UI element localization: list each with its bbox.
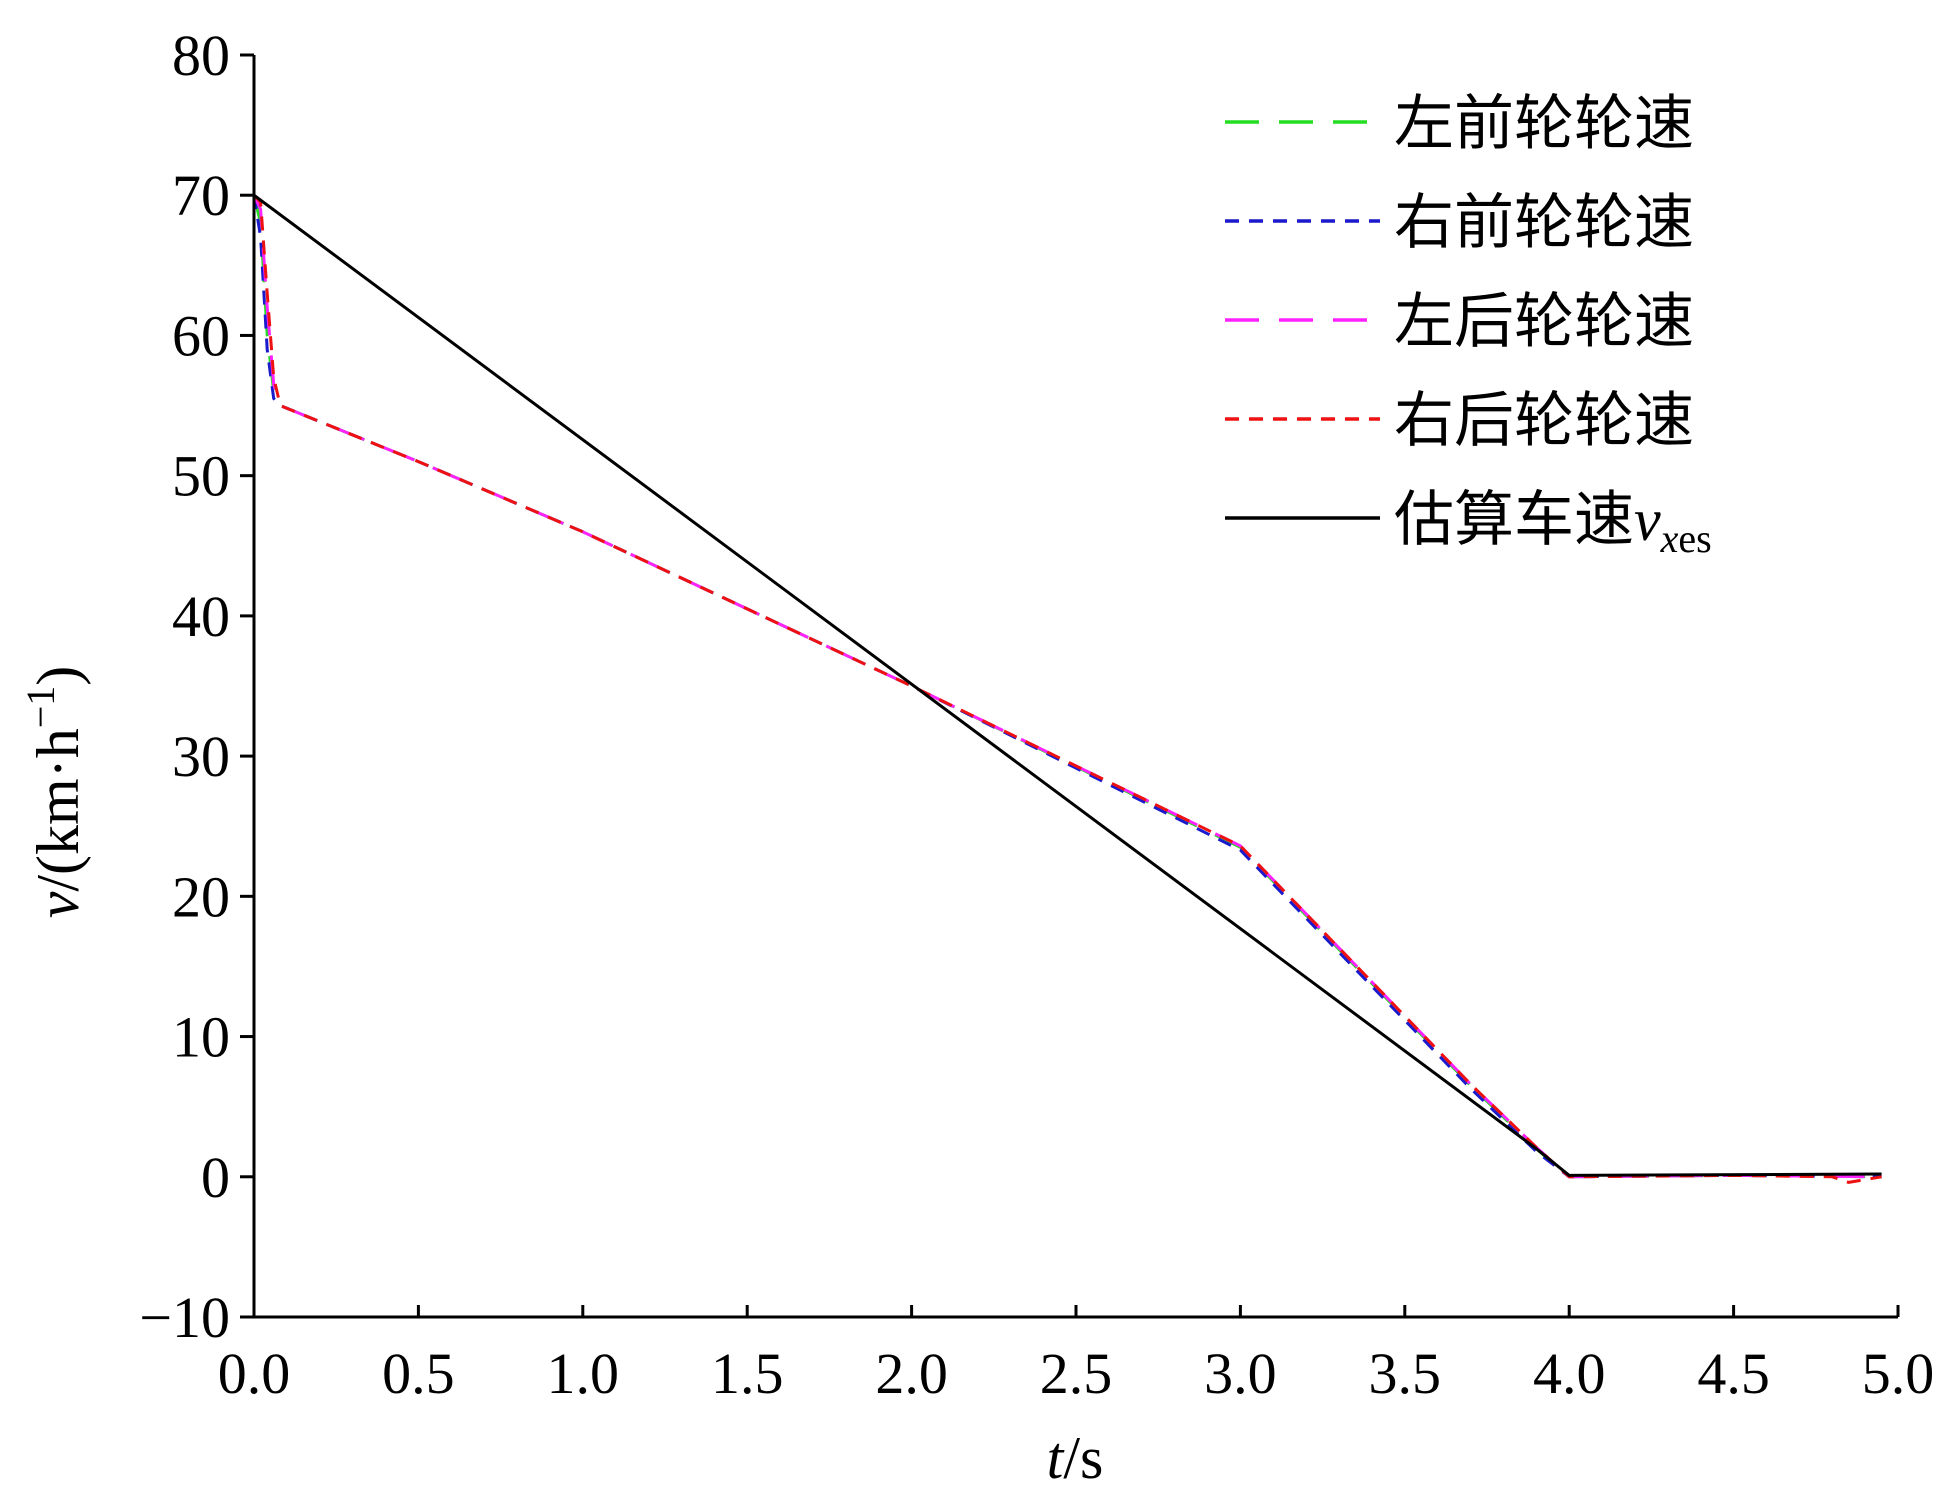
x-tick-label: 2.0 <box>875 1341 948 1406</box>
y-tick-label: 80 <box>172 23 230 88</box>
series-line-4 <box>252 194 1882 1184</box>
y-tick-label: 60 <box>172 303 230 368</box>
series-line-5 <box>253 193 1882 1177</box>
x-tick-label: 0.5 <box>382 1341 455 1406</box>
legend-label: 右前轮轮速 <box>1394 190 1694 256</box>
y-axis-title-var: v <box>25 891 91 918</box>
x-tick-label: 4.0 <box>1533 1341 1606 1406</box>
legend-label: 右后轮轮速 <box>1394 388 1694 454</box>
y-axis-title: v/(km·h−1) <box>18 666 91 919</box>
y-tick-label: −10 <box>139 1285 230 1350</box>
x-tick-label: 0.0 <box>218 1341 291 1406</box>
y-tick-label: 30 <box>172 724 230 789</box>
x-tick-label: 3.0 <box>1204 1341 1277 1406</box>
y-tick-label: 40 <box>172 584 230 649</box>
y-tick-label: 10 <box>172 1005 230 1070</box>
x-axis-title-unit: /s <box>1063 1425 1103 1491</box>
axes-group: 0.0 0.5 1.0 1.5 2.0 2.5 3.0 3.5 4.0 4.5 5.0 80 70 60 5… <box>139 23 1934 1406</box>
x-tick-label: 4.5 <box>1697 1341 1770 1406</box>
legend-label: 左前轮轮速 <box>1394 91 1694 157</box>
y-axis-title-sup: −1 <box>18 686 63 729</box>
legend-label: 估算车速vxes <box>1394 487 1712 561</box>
legend-label: 左后轮轮速 <box>1394 289 1694 355</box>
y-tick-label: 20 <box>172 864 230 929</box>
y-tick-label: 70 <box>172 163 230 228</box>
x-tick-label: 3.5 <box>1369 1341 1442 1406</box>
x-tick-label: 5.0 <box>1862 1341 1935 1406</box>
x-tick-label: 1.0 <box>547 1341 620 1406</box>
y-tick-label: 50 <box>172 444 230 509</box>
x-tick-label: 2.5 <box>1040 1341 1113 1406</box>
y-axis-title-unit: /(km·h <box>25 728 91 891</box>
x-tick-label: 1.5 <box>711 1341 784 1406</box>
x-axis-title: t/s <box>1047 1425 1104 1491</box>
plot-series-group <box>252 193 1882 1184</box>
y-axis-title-close: ) <box>25 666 91 686</box>
x-axis-title-var: t <box>1047 1425 1065 1491</box>
y-tick-label: 0 <box>201 1145 230 1210</box>
